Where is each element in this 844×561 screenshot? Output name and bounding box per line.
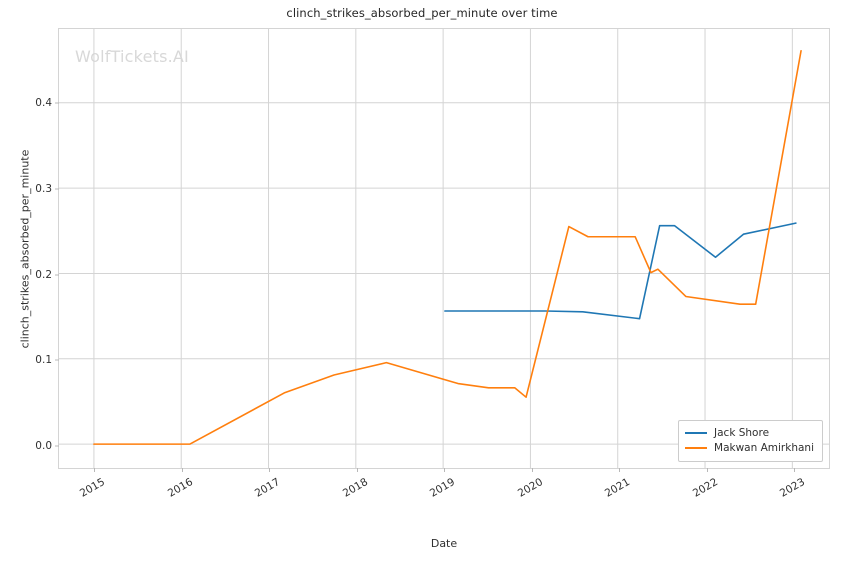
legend-label: Jack Shore [714,426,770,439]
x-tick-label: 2021 [603,476,633,500]
x-tick-mark [619,468,621,472]
y-axis-label: clinch_strikes_absorbed_per_minute [18,149,32,348]
x-tick-label: 2016 [165,476,195,500]
x-tick-label: 2022 [690,476,720,500]
x-tick-mark [94,468,95,472]
x-tick-label: 2023 [778,476,808,500]
chart-title: clinch_strikes_absorbed_per_minute over … [286,6,558,20]
x-tick-mark [531,468,533,472]
y-tick-label: 0.0 [35,440,52,452]
x-tick-mark [794,468,796,472]
legend-item[interactable]: Jack Shore [685,426,814,441]
plot-area: WolfTickets.AI clinch_strikes_absorbed_p… [19,28,830,500]
x-tick-label: 2017 [252,476,283,500]
x-tick-label: 2020 [515,476,545,500]
y-tick-label: 0.3 [35,182,52,195]
legend-label: Makwan Amirkhani [714,441,814,454]
y-tick-mark [55,102,59,104]
x-tick-label: 2018 [340,476,370,500]
series-line [93,49,802,445]
y-tick-mark [55,274,59,276]
y-tick-label: 0.2 [35,268,52,281]
x-axis-label: Date [430,537,458,550]
x-tick-mark [444,468,446,472]
y-tick-mark [55,359,59,361]
x-tick-label: 2015 [77,476,107,500]
legend-swatch-makwan-amirkhani [685,447,708,450]
x-tick-mark [269,468,271,472]
y-tick-mark [55,188,59,190]
legend-item[interactable]: Makwan Amirkhani [685,441,814,456]
x-tick-label: 2019 [427,476,458,500]
legend-swatch-jack-shore [685,432,708,435]
y-tick-label: 0.1 [35,354,52,367]
x-tick-mark [706,468,708,472]
series-lines [93,49,802,445]
legend: Jack Shore Makwan Amirkhani [678,419,823,462]
series-line [444,222,797,320]
x-tick-mark [181,468,183,472]
y-tick-label: 0.4 [35,97,52,110]
y-tick-mark [55,445,59,447]
x-tick-mark [356,468,358,472]
